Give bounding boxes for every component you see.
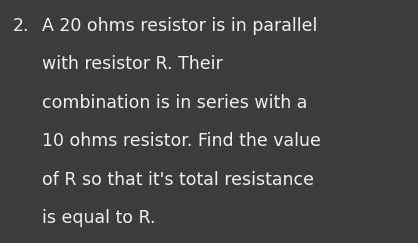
Text: 10 ohms resistor. Find the value: 10 ohms resistor. Find the value — [42, 132, 321, 150]
Text: with resistor R. Their: with resistor R. Their — [42, 55, 222, 73]
Text: is equal to R.: is equal to R. — [42, 209, 155, 227]
Text: 2.: 2. — [13, 17, 29, 35]
Text: of R so that it's total resistance: of R so that it's total resistance — [42, 171, 314, 189]
Text: combination is in series with a: combination is in series with a — [42, 94, 307, 112]
Text: A 20 ohms resistor is in parallel: A 20 ohms resistor is in parallel — [42, 17, 317, 35]
